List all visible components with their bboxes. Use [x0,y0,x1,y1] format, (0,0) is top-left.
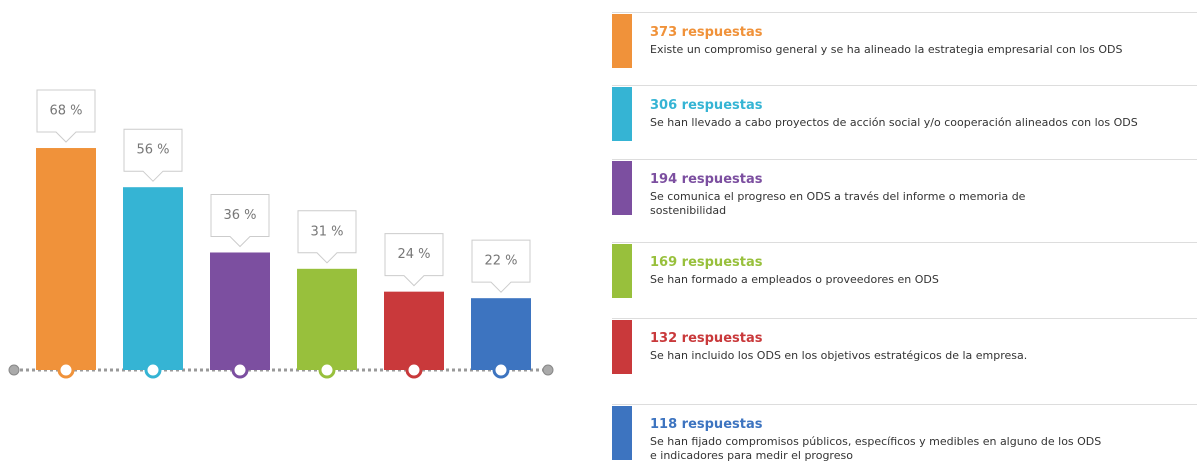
bar-node [492,361,510,379]
bar-node [405,361,423,379]
bar [297,268,357,370]
description-line: e indicadores para medir el progreso [650,449,853,462]
callout [36,89,96,143]
legend-count: 169 respuestas [650,255,763,270]
bar-node [231,361,249,379]
bar [210,252,270,370]
legend-swatch [612,161,632,215]
callout [297,210,357,264]
legend-count: 132 respuestas [650,331,763,346]
legend-count: 118 respuestas [650,417,763,432]
legend-item: 194 respuestas Se comunica el progreso en… [612,159,1197,218]
bar-node [318,361,336,379]
value-label: 56 % [136,143,169,158]
baseline-end [8,364,20,376]
chart: 68 % 56 % 36 % 31 % 24 % 22 % [8,89,554,379]
legend-description: Existe un compromiso general y se ha ali… [650,43,1123,57]
bar-node [57,361,75,379]
callout [471,239,531,293]
legend-description: Se han formado a empleados o proveedores… [650,273,939,287]
legend-count: 194 respuestas [650,172,763,187]
legend-description: Se comunica el progreso en ODS a través … [650,190,1025,218]
legend-item: 169 respuestas Se han formado a empleados… [612,242,1197,299]
bar-node [144,361,162,379]
legend-count: 306 respuestas [650,98,763,113]
description-line: Se comunica el progreso en ODS a través … [650,190,1026,203]
baseline-end [542,364,554,376]
legend-item: 373 respuestas Existe un compromiso gener… [612,12,1197,69]
description-line: Se han llevado a cabo proyectos de acció… [650,116,1138,129]
description-line: sostenibilidad [650,204,727,217]
value-label: 22 % [484,254,517,269]
callout [123,128,183,182]
legend-swatch [612,320,632,374]
description-line: Se han incluido los ODS en los objetivos… [650,349,1028,362]
legend-swatch [612,87,632,141]
legend-description: Se han incluido los ODS en los objetivos… [650,349,1027,363]
legend-swatch [612,244,632,298]
value-label: 68 % [49,104,82,119]
bar [384,291,444,370]
bar [123,187,183,370]
callout [384,233,444,287]
legend-swatch [612,406,632,460]
description-line: Se han formado a empleados o proveedores… [650,273,939,286]
legend-swatch [612,14,632,68]
legend-description: Se han llevado a cabo proyectos de acció… [650,116,1138,130]
callout [210,193,270,248]
description-line: Se han fijado compromisos públicos, espe… [650,435,1102,448]
legend-item: 118 respuestas Se han fijado compromisos … [612,404,1197,464]
description-line: Existe un compromiso general y se ha ali… [650,43,1123,56]
legend: 373 respuestas Existe un compromiso gener… [612,0,1197,463]
value-label: 24 % [397,247,430,262]
bar [471,298,531,370]
bar [36,148,96,370]
legend-item: 132 respuestas Se han incluido los ODS en… [612,318,1197,375]
value-label: 31 % [310,224,343,239]
legend-item: 306 respuestas Se han llevado a cabo proy… [612,85,1197,142]
legend-count: 373 respuestas [650,25,763,40]
legend-description: Se han fijado compromisos públicos, espe… [650,435,1101,463]
value-label: 36 % [223,208,256,223]
